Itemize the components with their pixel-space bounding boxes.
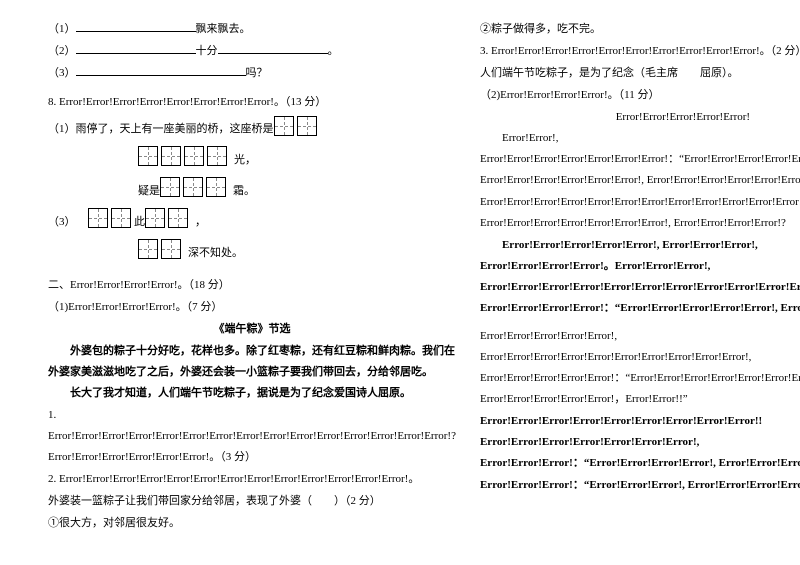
section-2-2: （2)Error!Error!Error!Error!。（11 分） (480, 85, 800, 106)
fill-3: （3）吗？ (48, 63, 456, 84)
option-2: ②粽子做得多，吃不完。 (480, 19, 800, 40)
fill-1: （1）飘来飘去。 (48, 19, 456, 40)
left-column: （1）飘来飘去。 （2）十分。 （3）吗？ 8. Error!Error!Err… (40, 18, 464, 555)
passage2-p1: Error!Error!, Error!Error!Error!Error!Er… (480, 128, 800, 191)
question-1: 1. Error!Error!Error!Error!Error!Error!E… (48, 405, 456, 468)
tian-row-c: （3） 此 ， (48, 208, 456, 236)
section-2-1: （1)Error!Error!Error!Error!。（7 分） (48, 297, 456, 318)
section-2: 二、Error!Error!Error!Error!。（18 分） (48, 275, 456, 296)
passage2-p4: Error!Error!Error!Error!Error!, Error!Er… (480, 326, 800, 410)
passage2-p2: Error!Error!Error!Error!Error!Error!Erro… (480, 192, 800, 234)
passage2-title: Error!Error!Error!Error!Error! (480, 107, 800, 128)
q8-line1: （1）雨停了，天上有一座美丽的桥，这座桥是 (48, 116, 456, 144)
question-3: 3. Error!Error!Error!Error!Error!Error!E… (480, 41, 800, 62)
q8-heading: 8. Error!Error!Error!Error!Error!Error!E… (48, 92, 456, 113)
passage2-p5: Error!Error!Error!Error!Error!Error!Erro… (480, 411, 800, 474)
tian-row-a: 光， (48, 146, 456, 174)
passage2-p3: Error!Error!Error!Error!Error!, Error!Er… (480, 235, 800, 319)
passage2-p6: Error!Error!Error!：“Error!Error!Error!, … (480, 475, 800, 496)
passage-p1: 外婆包的粽子十分好吃，花样也多。除了红枣粽，还有红豆粽和鲜肉粽。我们在外婆家美滋… (48, 341, 456, 383)
option-1: ①很大方，对邻居很友好。 (48, 513, 456, 534)
page: （1）飘来飘去。 （2）十分。 （3）吗？ 8. Error!Error!Err… (0, 0, 800, 565)
passage-p2: 长大了我才知道，人们端午节吃粽子，据说是为了纪念爱国诗人屈原。 (48, 383, 456, 404)
tian-row-d: 深不知处。 (48, 239, 456, 267)
tian-row-b: 疑是 霜。 (48, 177, 456, 205)
question-2b: 外婆装一篮粽子让我们带回家分给邻居，表现了外婆（ ）（2 分） (48, 491, 456, 512)
fill-2: （2）十分。 (48, 41, 456, 62)
right-column: ②粽子做得多，吃不完。 3. Error!Error!Error!Error!E… (472, 18, 800, 555)
passage-title: 《端午粽》节选 (48, 319, 456, 340)
question-3b: 人们端午节吃粽子，是为了纪念（毛主席 屈原）。 (480, 63, 800, 84)
question-2: 2. Error!Error!Error!Error!Error!Error!E… (48, 469, 456, 490)
